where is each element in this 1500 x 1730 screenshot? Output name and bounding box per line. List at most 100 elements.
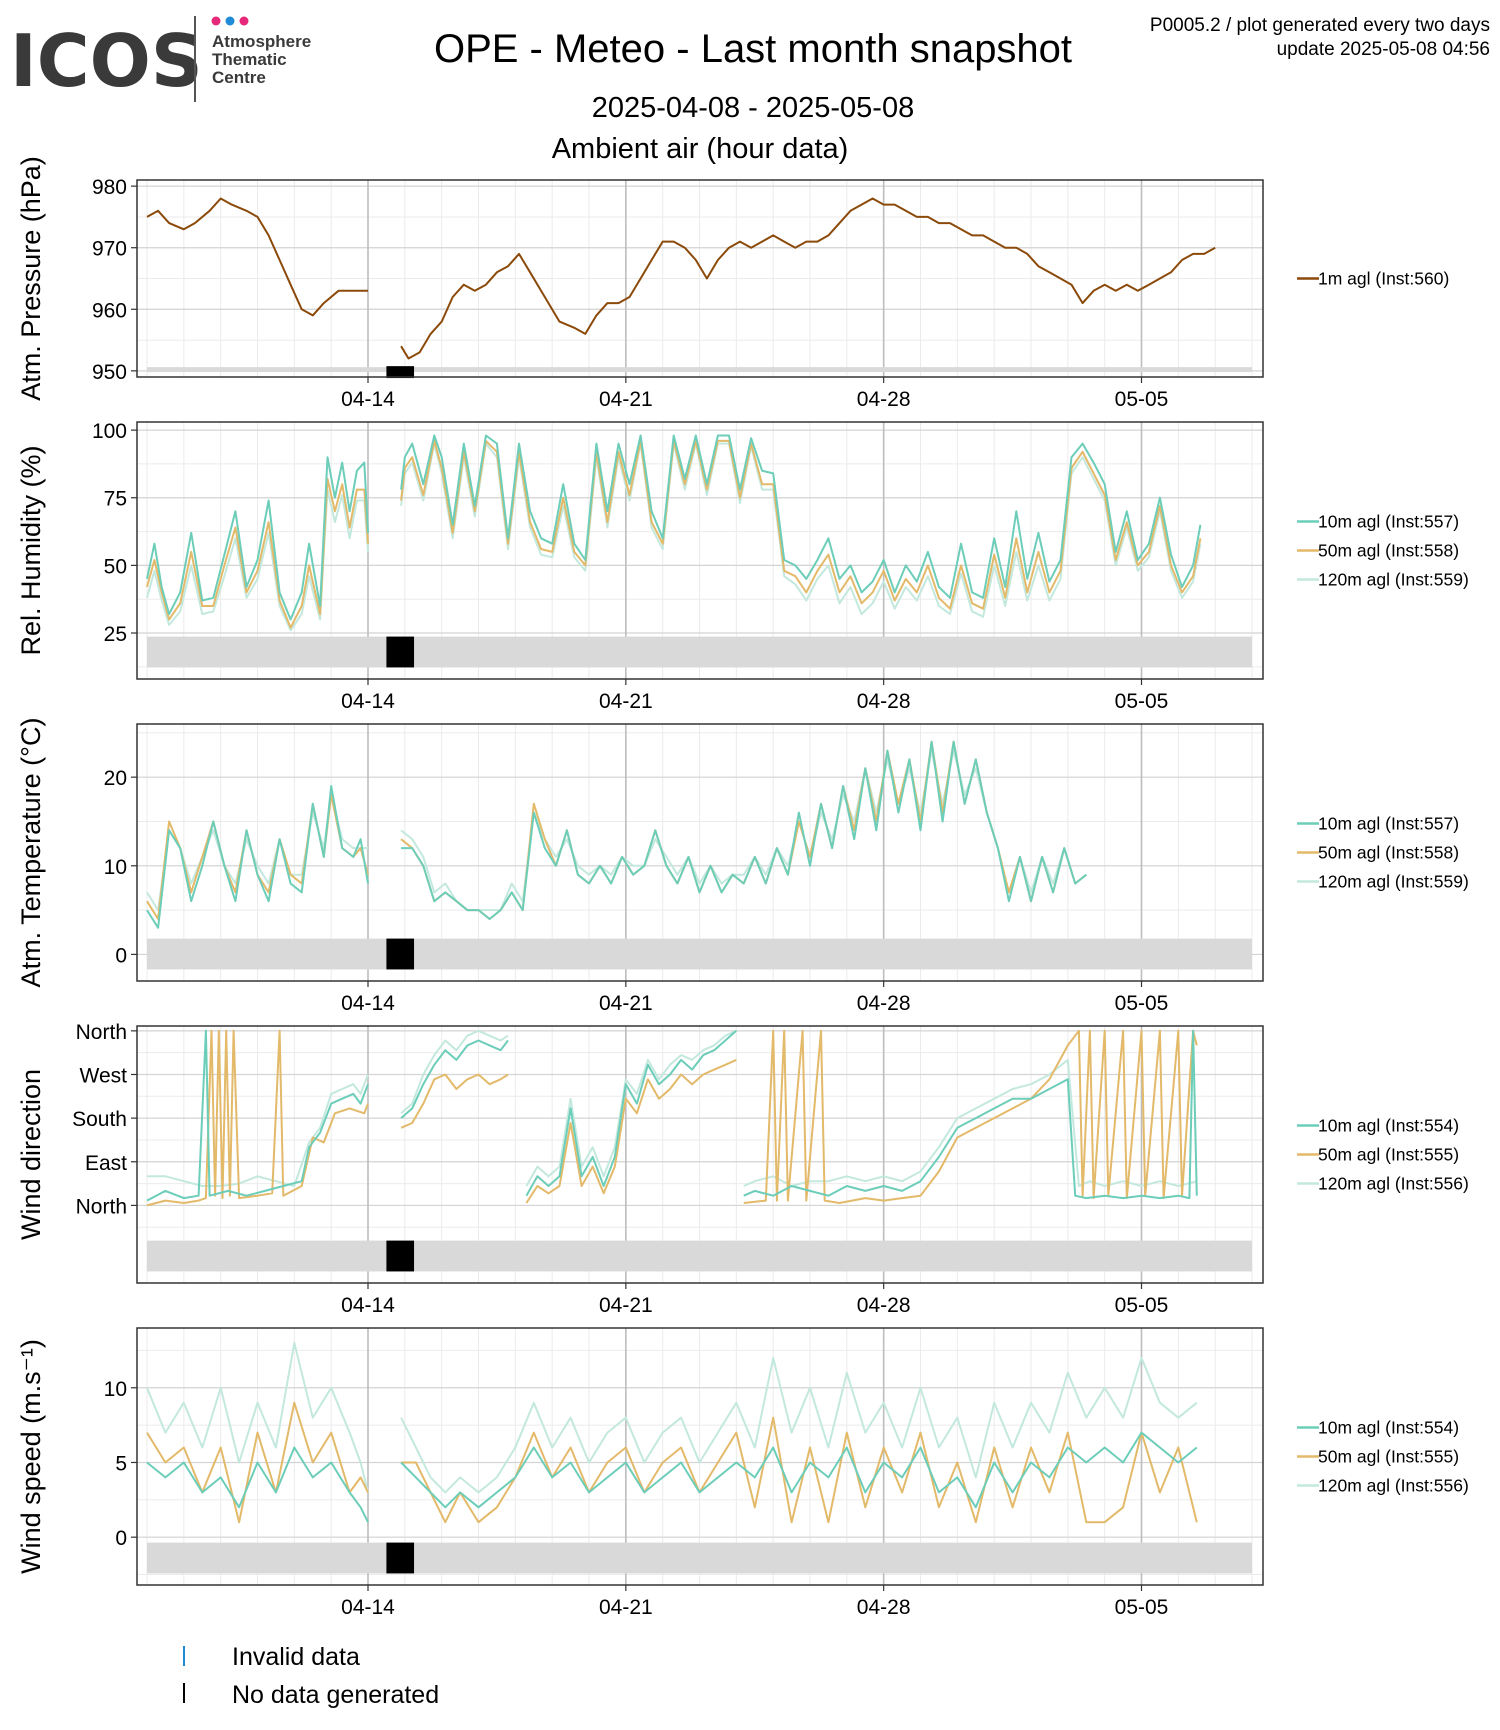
status-band <box>147 636 1252 668</box>
legend-label: 10m agl (Inst:554) <box>1318 1116 1459 1136</box>
series-line-2 <box>146 1029 1198 1207</box>
no-data-label: No data generated <box>232 1681 439 1709</box>
x-tick-label: 04-28 <box>857 992 911 1015</box>
x-tick-label: 04-14 <box>341 992 395 1015</box>
panel-border <box>136 179 1264 378</box>
x-tick-label: 04-21 <box>599 1596 653 1619</box>
no-data-block <box>386 366 415 379</box>
logo-sub-2: Thematic <box>212 50 287 69</box>
chart-subtitle: Ambient air (hour data) <box>552 133 849 165</box>
legend-label: 10m agl (Inst:554) <box>1318 1418 1459 1438</box>
invalid-data-label: Invalid data <box>232 1643 360 1671</box>
logo-text: ICOS <box>10 19 203 103</box>
series-line-3 <box>147 1029 1198 1187</box>
panel-border <box>136 723 1264 982</box>
x-tick-label: 04-28 <box>857 1596 911 1619</box>
meta-line-1: P0005.2 / plot generated every two days <box>1150 15 1490 36</box>
legend-label: 1m agl (Inst:560) <box>1318 269 1449 289</box>
y-tick-label: East <box>85 1152 127 1175</box>
series-line-1 <box>146 1431 1198 1523</box>
x-tick-label: 05-05 <box>1115 1294 1169 1317</box>
status-band <box>147 1542 1252 1574</box>
status-band <box>147 938 1252 970</box>
logo-sub-1: Atmosphere <box>212 32 311 51</box>
legend-label: 120m agl (Inst:559) <box>1318 872 1469 892</box>
logo-sub-3: Centre <box>212 68 266 87</box>
legend-label: 120m agl (Inst:556) <box>1318 1174 1469 1194</box>
panel-5: 0 5 10 04-14 04-21 04-28 05-05 Wind speed (m.s⁻… <box>16 1327 1469 1619</box>
x-tick-label: 04-21 <box>599 992 653 1015</box>
y-tick-label: South <box>72 1108 127 1131</box>
legend-label: 10m agl (Inst:557) <box>1318 512 1459 532</box>
status-band <box>147 367 1252 373</box>
y-tick-label: 950 <box>92 361 127 384</box>
panel-border <box>136 1025 1264 1284</box>
chart-panels: 950 960 970 980 04-14 04-21 04-28 05-05 Atm. Pre… <box>16 156 1469 1619</box>
y-tick-label: North <box>76 1195 127 1218</box>
series-line-1 <box>146 740 1087 929</box>
legend-label: 50m agl (Inst:558) <box>1318 541 1459 561</box>
y-tick-label: West <box>80 1064 128 1087</box>
y-axis-title: Wind speed (m.s⁻¹) <box>16 1339 46 1574</box>
y-axis-title: Atm. Temperature (°C) <box>16 718 46 988</box>
series-line-2 <box>146 439 1202 629</box>
no-data-block <box>386 1542 415 1574</box>
panel-2: 25 50 75 100 04-14 04-21 04-28 05-05 Rel. Humidi… <box>16 420 1469 713</box>
y-tick-label: 50 <box>104 555 127 578</box>
y-tick-label: 20 <box>104 767 127 790</box>
y-tick-label: 5 <box>115 1452 127 1475</box>
y-tick-label: 0 <box>115 1527 127 1550</box>
x-tick-label: 04-14 <box>341 1294 395 1317</box>
x-tick-label: 04-28 <box>857 690 911 713</box>
y-tick-label: 970 <box>92 238 127 261</box>
meta-line-2: update 2025-05-08 04:56 <box>1277 39 1490 60</box>
x-tick-label: 04-21 <box>599 690 653 713</box>
y-tick-label: 25 <box>104 623 127 646</box>
logo-dot-3 <box>239 16 249 26</box>
x-tick-label: 04-14 <box>341 1596 395 1619</box>
bottom-legend: Invalid data No data generated <box>183 1643 439 1709</box>
y-tick-label: 960 <box>92 299 127 322</box>
legend-label: 50m agl (Inst:558) <box>1318 843 1459 863</box>
status-band <box>147 1240 1252 1272</box>
series-line-1 <box>146 434 1202 621</box>
panel-border <box>136 1327 1264 1586</box>
y-axis-title: Wind direction <box>16 1069 46 1240</box>
y-axis-title: Rel. Humidity (%) <box>16 445 46 655</box>
x-tick-label: 05-05 <box>1115 388 1169 411</box>
legend-label: 50m agl (Inst:555) <box>1318 1145 1459 1165</box>
x-tick-label: 04-21 <box>599 388 653 411</box>
panel-1: 950 960 970 980 04-14 04-21 04-28 05-05 Atm. Pre… <box>16 156 1449 411</box>
series-line-3 <box>146 1341 1198 1494</box>
legend-label: 10m agl (Inst:557) <box>1318 814 1459 834</box>
series-line-1 <box>146 1029 1198 1202</box>
legend-label: 50m agl (Inst:555) <box>1318 1447 1459 1467</box>
x-tick-label: 05-05 <box>1115 690 1169 713</box>
no-data-block <box>386 636 415 668</box>
x-tick-label: 04-14 <box>341 388 395 411</box>
panel-3: 0 10 20 04-14 04-21 04-28 05-05 Atm. Temperatur… <box>16 718 1469 1015</box>
x-tick-label: 04-28 <box>857 388 911 411</box>
header: ICOS Atmosphere Thematic Centre OPE - Me… <box>10 15 1490 165</box>
x-tick-label: 05-05 <box>1115 992 1169 1015</box>
y-tick-label: 0 <box>115 944 127 967</box>
panel-4: North East South West North 04-14 04-21 04-28 05… <box>16 1021 1469 1317</box>
logo-dot-1 <box>211 16 221 26</box>
y-tick-label: 980 <box>92 176 127 199</box>
date-range: 2025-04-08 - 2025-05-08 <box>592 92 914 124</box>
y-tick-label: 100 <box>92 420 127 443</box>
no-data-block <box>386 1240 415 1272</box>
no-data-block <box>386 938 415 970</box>
logo-dot-2 <box>225 16 235 26</box>
panel-border <box>136 421 1264 680</box>
y-tick-label: 10 <box>104 856 127 879</box>
legend-label: 120m agl (Inst:559) <box>1318 570 1469 590</box>
series-line-2 <box>146 1401 1198 1524</box>
x-tick-label: 04-28 <box>857 1294 911 1317</box>
page-title: OPE - Meteo - Last month snapshot <box>434 27 1072 71</box>
x-tick-label: 05-05 <box>1115 1596 1169 1619</box>
y-tick-label: 75 <box>104 488 127 511</box>
x-tick-label: 04-14 <box>341 690 395 713</box>
